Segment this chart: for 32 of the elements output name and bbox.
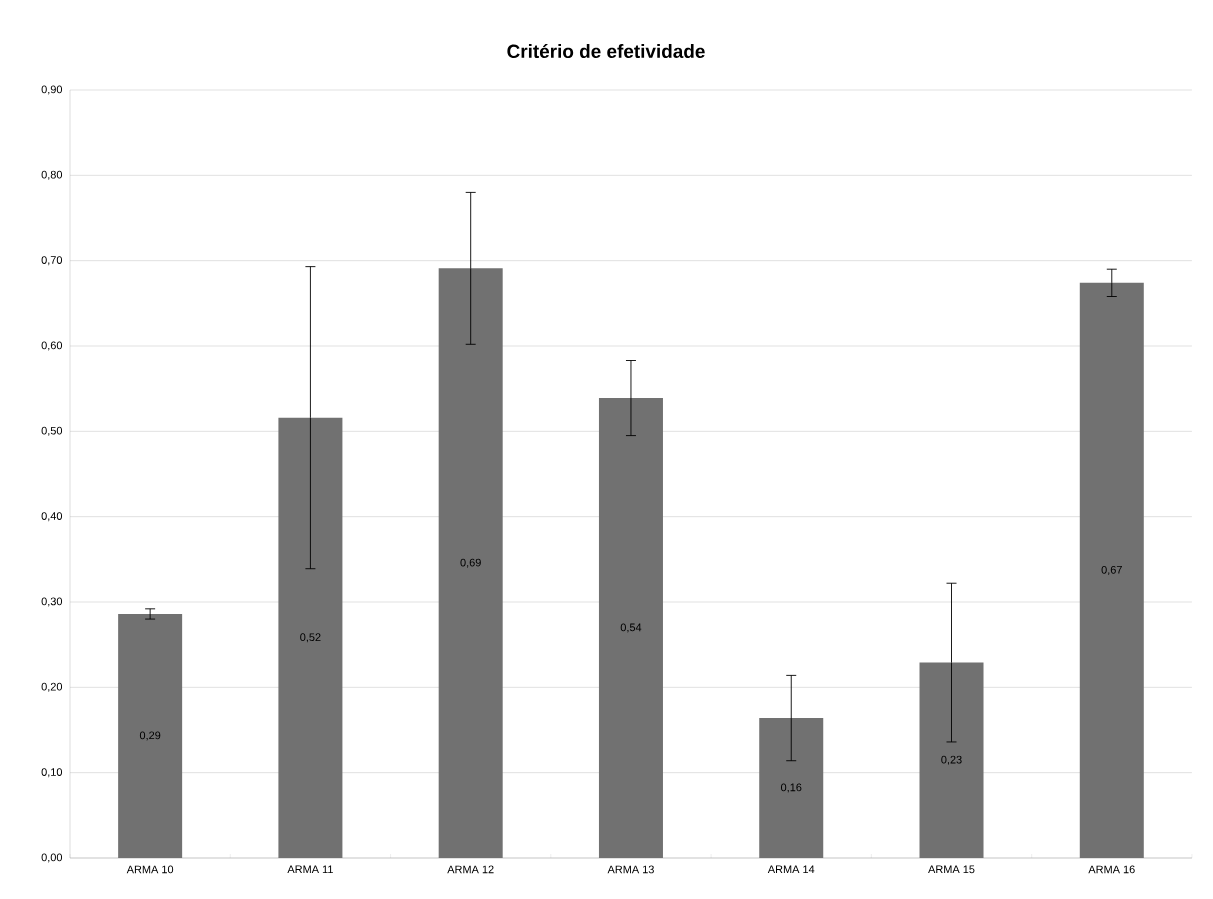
y-tick-label: 0,20 xyxy=(41,682,63,692)
bar xyxy=(919,662,984,858)
chart-title: Critério de efetividade xyxy=(507,43,705,59)
y-tick-label: 0,00 xyxy=(41,853,63,863)
x-tick-label: ARMA 11 xyxy=(287,865,333,874)
data-label: 0,69 xyxy=(460,558,481,568)
data-label: 0,52 xyxy=(300,633,321,643)
y-tick-label: 0,50 xyxy=(41,426,63,436)
x-tick-label: ARMA 13 xyxy=(607,865,654,874)
y-tick-label: 0,80 xyxy=(41,170,63,180)
y-tick-label: 0,90 xyxy=(41,85,63,95)
data-label: 0,67 xyxy=(1101,565,1122,575)
bar xyxy=(1079,282,1144,858)
data-label: 0,54 xyxy=(620,623,642,633)
data-label: 0,23 xyxy=(941,755,962,765)
bar xyxy=(118,613,183,858)
y-tick-label: 0,60 xyxy=(41,341,63,351)
y-tick-label: 0,40 xyxy=(41,512,63,522)
bar xyxy=(598,398,663,858)
x-tick-label: ARMA 15 xyxy=(928,865,975,874)
x-tick-label: ARMA 10 xyxy=(126,865,174,874)
bar xyxy=(438,268,503,858)
bar xyxy=(759,718,824,858)
bar xyxy=(278,417,343,858)
data-label: 0,16 xyxy=(780,783,802,793)
x-tick-label: ARMA 16 xyxy=(1088,865,1135,874)
x-tick-label: ARMA 14 xyxy=(767,865,815,874)
y-tick-label: 0,70 xyxy=(41,256,63,266)
x-tick-label: ARMA 12 xyxy=(447,865,494,874)
y-tick-label: 0,10 xyxy=(41,768,63,778)
data-label: 0,29 xyxy=(139,731,161,741)
y-tick-label: 0,30 xyxy=(41,597,63,607)
